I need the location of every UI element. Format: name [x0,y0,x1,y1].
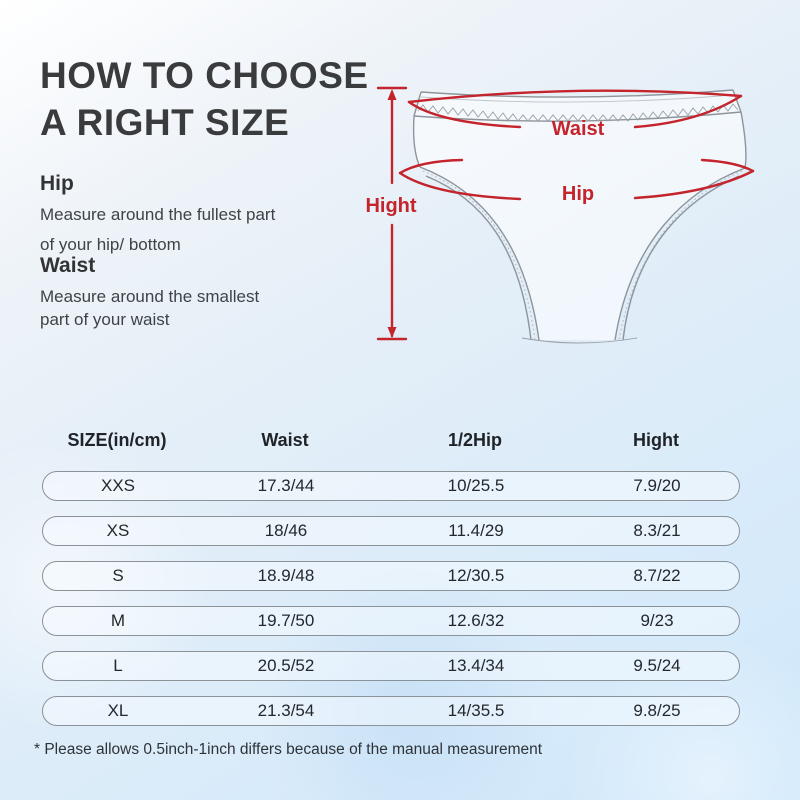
hip-measure-ring [398,158,464,175]
measurement-disclaimer: * Please allows 0.5inch-1inch differs be… [34,741,543,758]
hip-instruction: Hip Measure around the fullest part of y… [40,172,370,256]
size-cell: S [112,566,124,585]
waist-cell: 21.3/54 [257,701,315,720]
hip-instruction-text: of your hip/ bottom [40,235,181,254]
right-leg-opening-inner [622,175,740,341]
table-row-m: M 19.7/50 12.6/32 9/23 [42,606,740,636]
panties-silhouette [413,90,746,340]
table-row-xs: XS 18/46 11.4/29 8.3/21 [42,516,740,546]
left-leg-opening-inner [425,175,532,341]
table-row-l: L 20.5/52 13.4/34 9.5/24 [42,651,740,681]
halfhip-cell: 10/25.5 [447,476,505,495]
height-label: Hight [365,195,416,217]
height-cell: 8.7/22 [633,566,681,585]
hip-measure-ring [633,169,755,200]
size-cell: XS [106,521,130,540]
height-cell: 8.3/21 [633,521,681,540]
waist-cell: 17.3/44 [257,476,315,495]
panties-measure-diagram: Waist Hip Hight [365,86,755,344]
size-cell: XXS [100,476,136,495]
hip-measure-ring [700,158,755,173]
left-leg-stitching [422,170,536,341]
waist-instruction-heading: Waist [40,254,96,277]
waist-measure-ring [407,100,522,129]
hip-instruction-heading: Hip [40,172,74,195]
left-side-edge [412,115,421,168]
size-table: SIZE(in/cm) Waist 1/2Hip Hight XXS 17.3/… [42,424,740,726]
height-cell: 9.8/25 [633,701,681,720]
page-title-line2: A RIGHT SIZE [40,102,290,143]
height-cell: 9/23 [640,611,674,630]
halfhip-cell: 12/30.5 [447,566,505,585]
waist-cell: 20.5/52 [257,656,315,675]
size-cell: L [113,656,123,675]
size-cell: XL [107,701,129,720]
halfhip-cell: 13.4/34 [447,656,505,675]
height-cell: 9.5/24 [633,656,681,675]
size-table-header: SIZE(in/cm) Waist 1/2Hip Hight [42,424,740,456]
right-leg-stitching [618,170,743,341]
waist-instruction-text: part of your waist [40,310,170,329]
waistband-left-edge [413,91,422,117]
height-arrowhead-down [387,327,397,338]
waist-measure-ring [407,89,743,104]
table-row-xxs: XXS 17.3/44 10/25.5 7.9/20 [42,471,740,501]
halfhip-cell: 12.6/32 [447,611,505,630]
hip-instruction-text: Measure around the fullest part [40,205,276,224]
waist-cell: 18.9/48 [257,566,315,585]
column-header-halfhip: 1/2Hip [447,429,503,450]
halfhip-cell: 14/35.5 [447,701,505,720]
waist-cell: 18/46 [264,521,308,540]
right-leg-opening-outer [614,167,746,341]
hip-label: Hip [562,183,594,205]
size-cell: M [110,611,126,630]
waist-instruction: Waist Measure around the smallest part o… [40,254,370,331]
right-side-edge [740,111,747,169]
column-header-size: SIZE(in/cm) [67,429,167,450]
waist-instruction-text: Measure around the smallest [40,287,260,306]
waistband-zigzag [417,103,739,122]
waistband-right-edge [732,89,742,113]
column-header-waist: Waist [261,429,309,450]
page-title-line1: HOW TO CHOOSE [40,55,369,96]
column-header-height: Hight [633,429,679,450]
left-leg-opening-outer [419,166,540,341]
waist-measure-ring [633,94,743,129]
crotch-hem [521,337,638,344]
waistband-inner-edge [420,94,734,103]
height-arrowhead-up [387,89,397,100]
table-row-xl: XL 21.3/54 14/35.5 9.8/25 [42,696,740,726]
waist-cell: 19.7/50 [257,611,315,630]
height-cell: 7.9/20 [633,476,681,495]
halfhip-cell: 11.4/29 [448,521,504,540]
page-title: HOW TO CHOOSE A RIGHT SIZE [40,52,369,146]
waist-label: Waist [552,118,605,140]
hip-measure-ring [398,171,522,201]
table-row-s: S 18.9/48 12/30.5 8.7/22 [42,561,740,591]
